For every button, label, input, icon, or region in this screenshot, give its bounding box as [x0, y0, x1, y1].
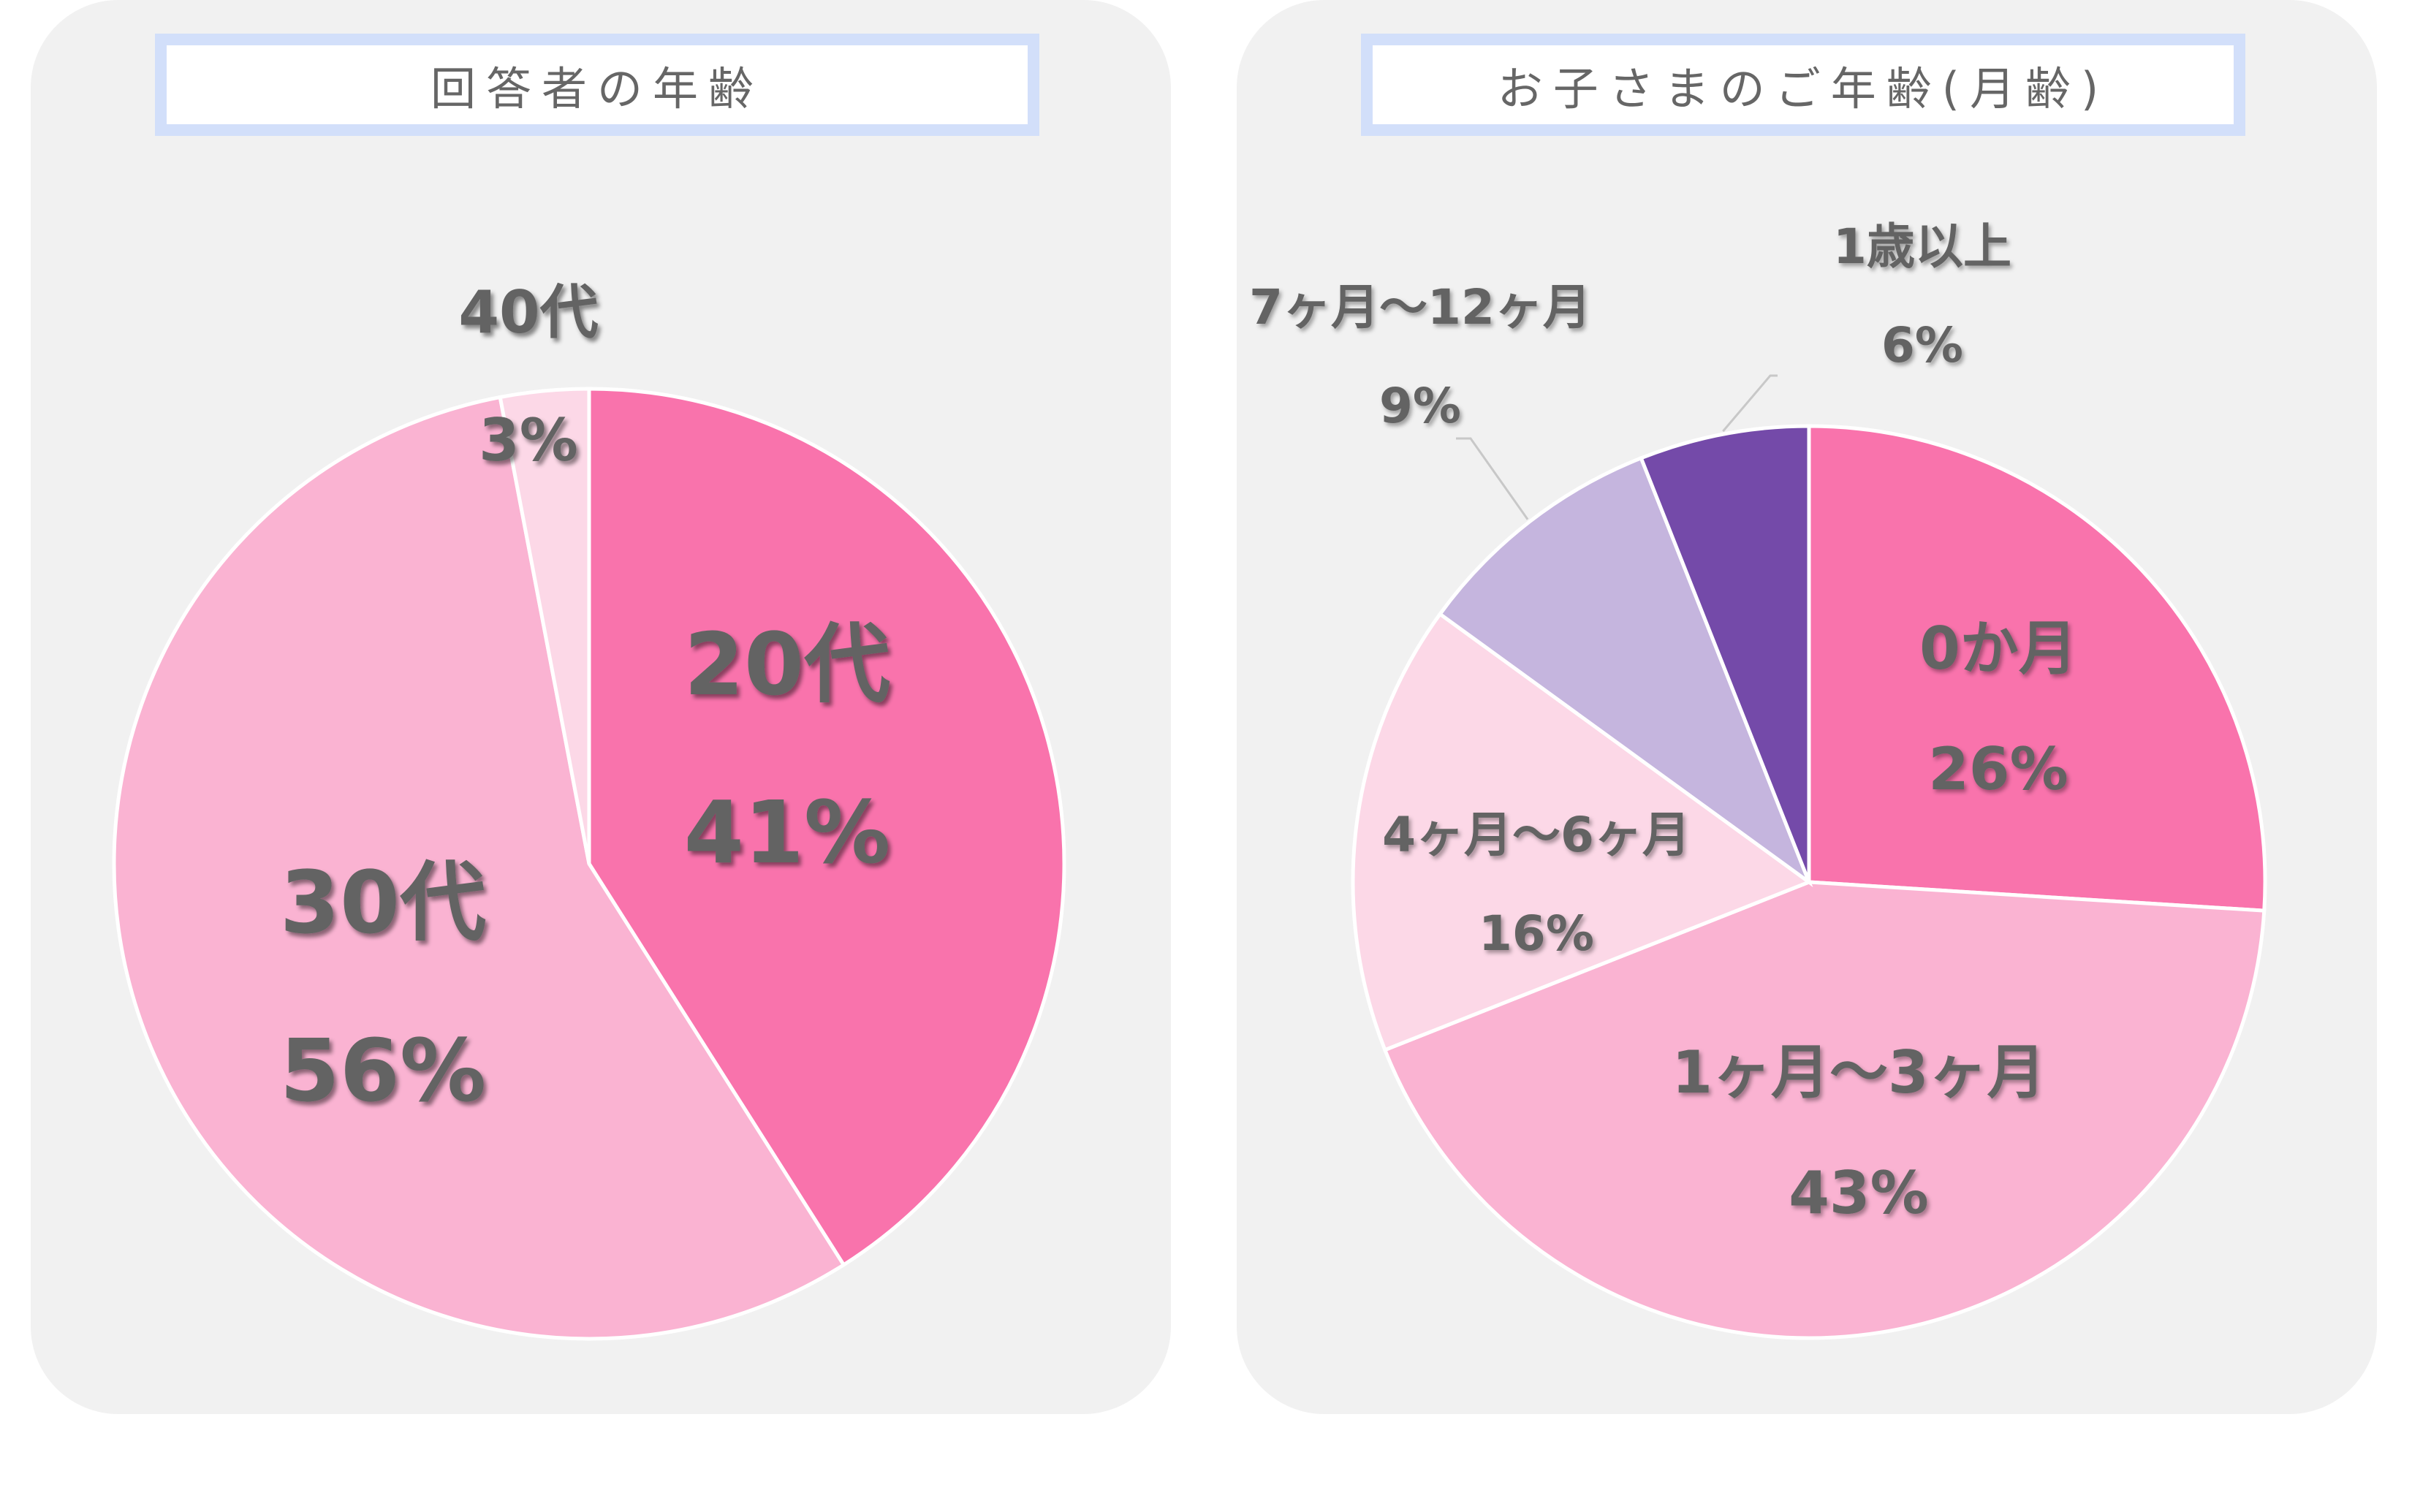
slice-category-label: 7ヶ月〜12ヶ月	[1249, 279, 1591, 335]
slice-category-label: 0か月	[1919, 615, 2077, 683]
pie-slice	[112, 395, 846, 1341]
age-panel: 回答者の年齢 20代 41% 30代 56% 40代 3%	[31, 0, 1171, 1414]
pie-slice	[1382, 880, 2267, 1340]
leader-line	[1456, 437, 1529, 520]
pie-slice	[1639, 424, 1811, 883]
chart-title: お子さまのご年齢(月齢)	[1497, 62, 2109, 115]
respondent-age-pie-chart: 20代 41% 30代 56% 40代 3%	[112, 278, 1066, 1341]
slice-category-label: 1ヶ月〜3ヶ月	[1672, 1038, 2045, 1106]
slice-percent-label: 16%	[1479, 905, 1594, 962]
slice-percent-label: 9%	[1379, 378, 1461, 434]
slice-category-label: 1歳以上	[1833, 219, 2011, 275]
chart-title-box: 回答者の年齢	[155, 34, 1039, 136]
pie-slice	[1437, 455, 1813, 888]
slice-percent-label: 41%	[684, 782, 890, 883]
slice-category-label: 20代	[684, 614, 890, 715]
child-age-panel: お子さまのご年齢(月齢) 0か月 26% 1ヶ月〜3ヶ月 43% 4ヶ月〜6ヶ月 16% 7…	[1237, 0, 2377, 1414]
slice-percent-label: 26%	[1928, 735, 2068, 803]
slice-category-label: 30代	[280, 852, 486, 953]
pie-slice	[1351, 611, 1813, 1052]
pie-slice	[498, 387, 591, 865]
child-age-pie-chart: 0か月 26% 1ヶ月〜3ヶ月 43% 4ヶ月〜6ヶ月 16% 7ヶ月〜12ヶ月 9% 1歳以上…	[1249, 219, 2267, 1340]
leader-line	[1722, 374, 1778, 433]
slice-category-label: 4ヶ月〜6ヶ月	[1382, 807, 1691, 863]
slice-category-label: 40代	[458, 278, 598, 346]
chart-title-box: お子さまのご年齢(月齢)	[1361, 34, 2245, 136]
slice-percent-label: 3%	[479, 406, 578, 474]
slice-percent-label: 43%	[1789, 1159, 1928, 1227]
pie-slice	[1807, 424, 2267, 913]
pie-slice	[587, 387, 1066, 1268]
chart-title: 回答者の年齢	[430, 62, 764, 115]
slice-percent-label: 56%	[280, 1020, 486, 1121]
slice-percent-label: 6%	[1881, 317, 1963, 373]
